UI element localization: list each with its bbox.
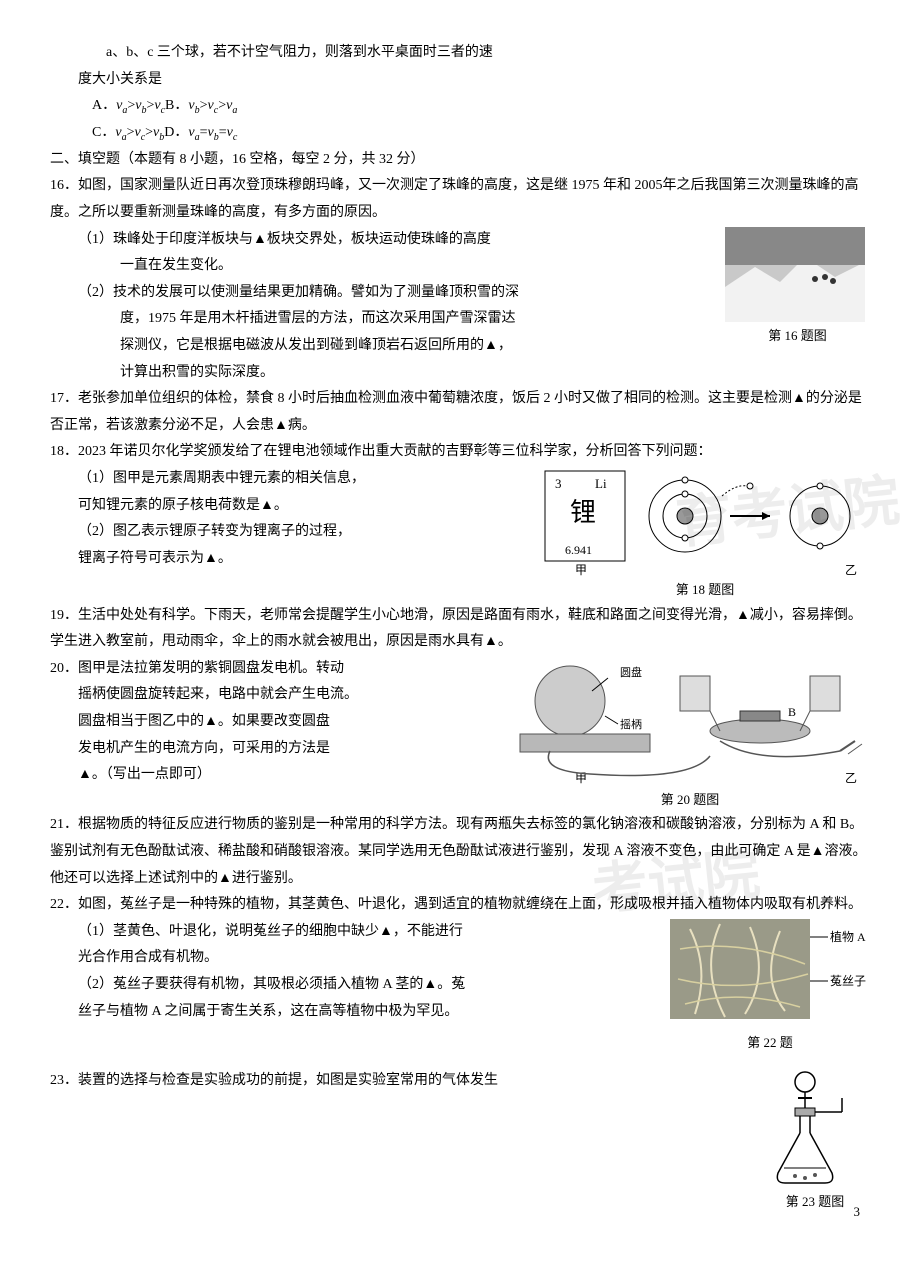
q18-part2-l2: 锂离子符号可表示为▲。 [50, 546, 530, 573]
q16-stem: 16．如图，国家测量队近日再次登顶珠穆朗玛峰，又一次测定了珠峰的高度，这是继 1… [50, 173, 870, 226]
page-number: 3 [854, 1200, 861, 1225]
q20-l2: 摇柄使圆盘旋转起来，电路中就会产生电流。 [50, 682, 500, 709]
q19: 19．生活中处处有科学。下雨天，老师常会提醒学生小心地滑，原因是路面有雨水，鞋底… [50, 603, 870, 656]
lithium-diagram-icon: 3 Li 锂 6.941 甲 乙 [540, 466, 870, 576]
q16-figure: 第 16 题图 [725, 227, 870, 349]
q20-l5: ▲。（写出一点即可） [50, 762, 500, 789]
q18-caption: 第 18 题图 [540, 578, 870, 603]
dodder-plant-icon: 植物 A 菟丝子 [670, 919, 870, 1029]
q22-stem: 22．如图，菟丝子是一种特殊的植物，其茎黄色、叶退化，遇到适宜的植物就缠绕在上面… [50, 892, 870, 919]
q21: 21．根据物质的特征反应进行物质的鉴别是一种常用的科学方法。现有两瓶失去标签的氯… [50, 812, 870, 892]
q23-figure: 第 23 题图 [760, 1068, 870, 1215]
section-2-header: 二、填空题（本题有 8 小题，16 空格，每空 2 分，共 32 分） [50, 147, 870, 174]
q23-stem: 23．装置的选择与检查是实验成功的前提，如图是实验室常用的气体发生 [50, 1068, 750, 1095]
q15-options-line2: C．va>vc>vbD．va=vb=vc [50, 120, 870, 147]
svg-text:圆盘: 圆盘 [620, 665, 642, 679]
q18-part1: （1）图甲是元素周期表中锂元素的相关信息， [50, 466, 530, 493]
li-num: 3 [555, 476, 562, 491]
q16-caption: 第 16 题图 [725, 324, 870, 349]
q18-part1-l2: 可知锂元素的原子核电荷数是▲。 [50, 493, 530, 520]
q20-l3: 圆盘相当于图乙中的▲。如果要改变圆盘 [50, 709, 500, 736]
q17: 17．老张参加单位组织的体检，禁食 8 小时后抽血检测血液中葡萄糖浓度，饭后 2… [50, 386, 870, 439]
faraday-generator-icon: 圆盘 摇柄 甲 B 乙 [510, 656, 870, 786]
svg-text:乙: 乙 [845, 771, 857, 785]
label-yi: 乙 [845, 563, 857, 576]
svg-text:摇柄: 摇柄 [620, 717, 642, 731]
q18-figure: 3 Li 锂 6.941 甲 乙 第 18 题图 [540, 466, 870, 603]
svg-text:B: B [788, 705, 796, 719]
q16-part2-l4: 计算出积雪的实际深度。 [50, 360, 715, 387]
q15-options-line1: A．va>vb>vcB．vb>vc>va [50, 93, 870, 120]
q22-caption: 第 22 题 [670, 1031, 870, 1056]
q20-l4: 发电机产生的电流方向，可采用的方法是 [50, 736, 500, 763]
gas-apparatus-icon [760, 1068, 850, 1188]
mountain-photo-icon [725, 227, 865, 322]
label-jia: 甲 [575, 563, 587, 576]
svg-text:菟丝子: 菟丝子 [830, 974, 866, 988]
q20-caption: 第 20 题图 [510, 788, 870, 813]
q16-part1-cont: 一直在发生变化。 [50, 253, 715, 280]
q16-part2-l2: 度，1975 年是用木杆插进雪层的方法，而这次采用国产雪深雷达 [50, 306, 715, 333]
li-name: 锂 [570, 498, 596, 527]
q15-stem-line1: a、b、c 三个球，若不计空气阻力，则落到水平桌面时三者的速 [50, 40, 870, 67]
li-mass: 6.941 [565, 543, 592, 557]
li-sym: Li [595, 476, 607, 491]
q22-p1b: 光合作用合成有机物。 [50, 945, 660, 972]
q16-part2: （2）技术的发展可以使测量结果更加精确。譬如为了测量峰顶积雪的深 [50, 280, 715, 307]
q18-part2: （2）图乙表示锂原子转变为锂离子的过程， [50, 519, 530, 546]
q20-figure: 圆盘 摇柄 甲 B 乙 第 20 题图 [510, 656, 870, 813]
q16-part1: （1）珠峰处于印度洋板块与▲板块交界处，板块运动使珠峰的高度 [50, 227, 715, 254]
q15-stem-line2: 度大小关系是 [50, 67, 870, 94]
q22-p2: （2）菟丝子要获得有机物，其吸根必须插入植物 A 茎的▲。菟 [50, 972, 660, 999]
q20-l1: 20．图甲是法拉第发明的紫铜圆盘发电机。转动 [50, 656, 500, 683]
q22-p1: （1）茎黄色、叶退化，说明菟丝子的细胞中缺少▲，不能进行 [50, 919, 660, 946]
svg-text:植物 A: 植物 A [830, 929, 866, 944]
q22-figure: 植物 A 菟丝子 第 22 题 [670, 919, 870, 1056]
q22-p2b: 丝子与植物 A 之间属于寄生关系，这在高等植物中极为罕见。 [50, 999, 660, 1026]
q16-part2-l3: 探测仪，它是根据电磁波从发出到碰到峰顶岩石返回所用的▲， [50, 333, 715, 360]
q18-stem: 18．2023 年诺贝尔化学奖颁发给了在锂电池领域作出重大贡献的吉野彰等三位科学… [50, 439, 870, 466]
